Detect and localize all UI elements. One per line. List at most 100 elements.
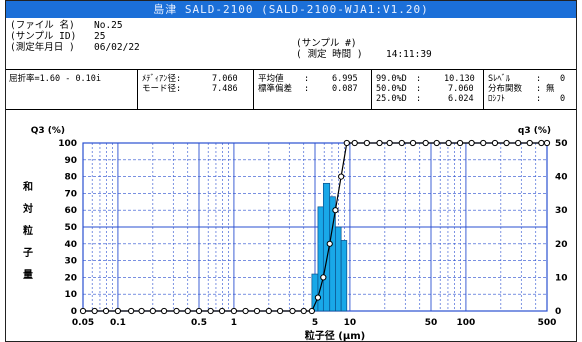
cumulative-point (265, 307, 272, 315)
dist-value: 無 (546, 84, 555, 94)
cumulative-point (386, 139, 393, 147)
cumulative-point (376, 139, 383, 147)
cumulative-point (79, 307, 87, 315)
right-axis-title: q3 (%) (518, 126, 551, 136)
cumulative-point (456, 139, 464, 147)
dist-label: 分布関数 (488, 84, 523, 94)
cumulative-point (343, 139, 350, 147)
cumulative-point (253, 307, 261, 315)
cumulative-point (433, 139, 440, 147)
x-tick-label: 0.1 (110, 318, 126, 328)
left-tick-label: 30 (64, 257, 77, 267)
distribution-chart: 0 10 20 30 40 50 60 70 80 90 100 0 10 20 30 40 50 0.05 0.1… (22, 126, 568, 342)
histogram-bar (340, 240, 348, 312)
cumulative-point (543, 139, 551, 147)
cumulative-point (351, 139, 358, 147)
p99-label: 99.0%D (376, 74, 407, 84)
stats-panel: 屈折率=1.60 - 0.10i ﾒﾃﾞｨｱﾝ径: 7.060 モード径: 7.… (6, 70, 576, 110)
mean-cell: 平均値 : 6.995 標準偏差 : 0.087 (254, 70, 372, 110)
shift-label: ﾛｼﾌﾄ (488, 94, 506, 104)
cumulative-point (207, 307, 214, 315)
date-value: 06/02/22 (94, 42, 140, 53)
x-tick-label: 1 (231, 318, 237, 328)
settings-cell: Sﾚﾍﾞﾙ : 0 分布関数 : 無 ﾛｼﾌﾄ : 0 (488, 74, 566, 104)
left-tick-label: 20 (64, 273, 77, 283)
cumulative-point (326, 240, 333, 247)
left-tick-label: 100 (58, 139, 77, 149)
cumulative-point (128, 307, 135, 315)
cumulative-point (138, 307, 145, 315)
left-tick-label: 0 (71, 307, 77, 317)
p25-label: 25.0%D (376, 94, 407, 104)
cumulative-point (173, 307, 180, 315)
mean-label: 平均値 (258, 74, 284, 84)
mean-value: 6.995 (332, 74, 358, 84)
time-label: ( 測定 時間 ) (296, 49, 363, 60)
refractive-index: 屈折率=1.60 - 0.10i (9, 74, 102, 84)
sample-no-label: (サンプル #) (296, 38, 357, 49)
report-window: 島津 SALD-2100 (SALD-2100-WJA1:V1.20) (ファイ… (5, 0, 577, 342)
percentile-cell: 99.0%D : 10.130 50.0%D : 7.060 25.0%D : … (372, 70, 484, 110)
std-label: 標準偏差 (258, 84, 293, 94)
cumulative-point (445, 139, 452, 147)
left-axis-label-char: 粒 (23, 224, 33, 237)
cumulative-point (218, 307, 226, 315)
x-tick-label: 0.5 (191, 318, 207, 328)
cumulative-point (480, 139, 487, 147)
left-tick-label: 80 (64, 173, 77, 183)
left-axis-label-char: 子 (23, 247, 33, 259)
right-tick-label: 20 (555, 240, 568, 250)
cumulative-point (195, 307, 203, 315)
cumulative-point (314, 294, 322, 301)
x-tick-label: 50 (425, 318, 438, 328)
refractive-cell: 屈折率=1.60 - 0.10i (6, 70, 138, 110)
info-panel: (ファイル 名) No.25 (サンプル ID) 25 (測定年月日 ) 06/… (6, 18, 576, 70)
cumulative-point (114, 307, 122, 315)
p50-value: 7.060 (448, 84, 474, 94)
histogram-bar (335, 226, 342, 312)
sample-id-value: 25 (94, 31, 106, 42)
cumulative-point (468, 139, 475, 147)
title-bar: 島津 SALD-2100 (SALD-2100-WJA1:V1.20) (6, 1, 576, 18)
cumulative-point (338, 173, 345, 180)
cumulative-point (515, 139, 522, 147)
cumulative-point (409, 139, 417, 147)
cumulative-point (300, 307, 307, 315)
median-cell: ﾒﾃﾞｨｱﾝ径: 7.060 モード径: 7.486 (138, 70, 254, 110)
right-tick-label: 50 (555, 139, 568, 149)
x-axis-label: 粒子径 (μm) (305, 329, 365, 341)
cumulative-point (276, 307, 284, 315)
cumulative-point (91, 307, 98, 315)
cumulative-point (526, 139, 533, 147)
cumulative-point (184, 307, 191, 315)
shift-value: 0 (560, 94, 566, 104)
cumulative-point (398, 139, 405, 147)
time-value: 14:11:39 (386, 49, 432, 60)
std-value: 0.087 (332, 84, 358, 94)
left-axis-title: Q3 (%) (31, 126, 65, 136)
p50-label: 50.0%D (376, 84, 407, 94)
mode-value: 7.486 (212, 84, 238, 94)
cumulative-point (538, 139, 545, 147)
cumulative-point (242, 307, 249, 315)
right-tick-label: 30 (555, 206, 568, 216)
cumulative-point (332, 207, 339, 214)
p25-value: 6.024 (448, 94, 474, 104)
cumulative-point (422, 139, 429, 147)
left-tick-label: 40 (64, 240, 77, 250)
cumulative-point (503, 139, 510, 147)
left-tick-label: 50 (64, 223, 77, 233)
right-tick-label: 10 (555, 273, 568, 283)
left-axis-label-char: 対 (22, 202, 33, 215)
slevel-label: Sﾚﾍﾞﾙ (488, 74, 511, 84)
sample-id-label: (サンプル ID) (10, 31, 77, 42)
left-tick-label: 60 (64, 206, 77, 216)
slevel-value: 0 (560, 74, 566, 84)
cumulative-point (289, 307, 296, 315)
right-tick-label: 40 (555, 173, 568, 183)
mode-label: モード径: (142, 84, 182, 94)
cumulative-point (320, 274, 327, 281)
cumulative-point (102, 307, 110, 315)
file-label: (ファイル 名) (10, 20, 75, 31)
left-tick-label: 70 (64, 189, 77, 199)
